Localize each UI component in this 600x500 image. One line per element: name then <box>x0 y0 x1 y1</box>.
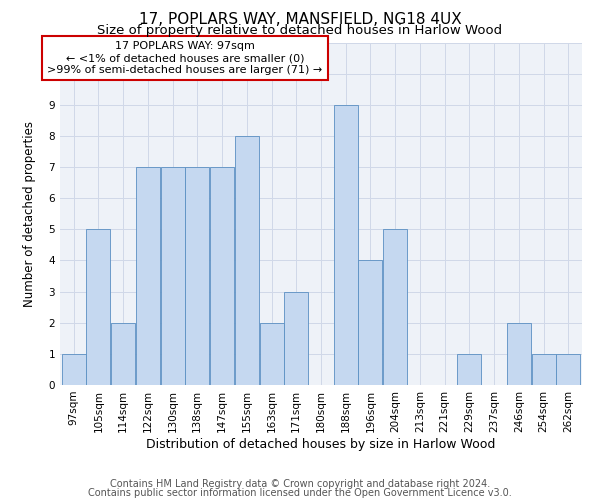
Bar <box>62 354 86 385</box>
Bar <box>532 354 556 385</box>
Bar <box>210 167 234 385</box>
Bar <box>507 322 531 385</box>
Y-axis label: Number of detached properties: Number of detached properties <box>23 120 37 306</box>
X-axis label: Distribution of detached houses by size in Harlow Wood: Distribution of detached houses by size … <box>146 438 496 450</box>
Bar <box>111 322 135 385</box>
Bar <box>161 167 185 385</box>
Text: Size of property relative to detached houses in Harlow Wood: Size of property relative to detached ho… <box>97 24 503 37</box>
Text: Contains public sector information licensed under the Open Government Licence v3: Contains public sector information licen… <box>88 488 512 498</box>
Bar <box>86 230 110 385</box>
Bar <box>185 167 209 385</box>
Bar <box>556 354 580 385</box>
Bar <box>260 322 284 385</box>
Bar <box>334 105 358 385</box>
Bar <box>383 230 407 385</box>
Bar <box>457 354 481 385</box>
Text: 17 POPLARS WAY: 97sqm
← <1% of detached houses are smaller (0)
>99% of semi-deta: 17 POPLARS WAY: 97sqm ← <1% of detached … <box>47 42 323 74</box>
Bar <box>284 292 308 385</box>
Text: Contains HM Land Registry data © Crown copyright and database right 2024.: Contains HM Land Registry data © Crown c… <box>110 479 490 489</box>
Text: 17, POPLARS WAY, MANSFIELD, NG18 4UX: 17, POPLARS WAY, MANSFIELD, NG18 4UX <box>139 12 461 28</box>
Bar <box>358 260 382 385</box>
Bar <box>235 136 259 385</box>
Bar <box>136 167 160 385</box>
